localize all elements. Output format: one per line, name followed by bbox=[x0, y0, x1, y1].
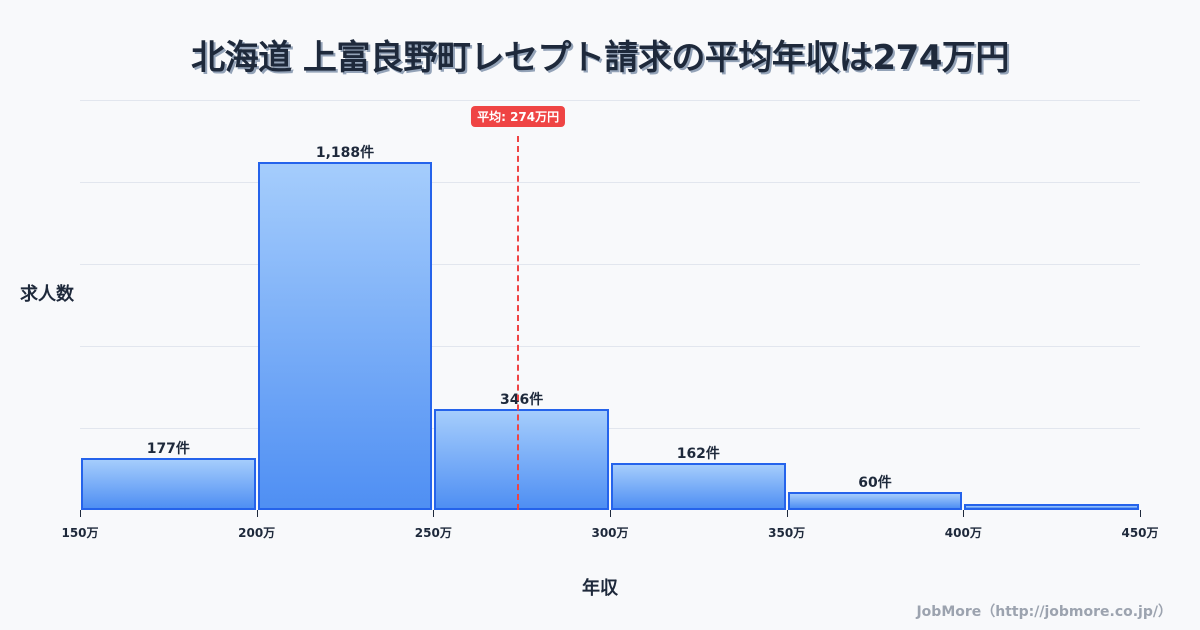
gridline bbox=[80, 428, 1140, 429]
x-tick-label: 300万 bbox=[591, 526, 629, 540]
x-tick bbox=[786, 510, 788, 517]
histogram-bar bbox=[964, 504, 1139, 510]
x-tick bbox=[1140, 510, 1141, 517]
x-tick bbox=[963, 510, 965, 517]
x-tick bbox=[80, 510, 81, 517]
x-tick-label: 400万 bbox=[944, 526, 982, 540]
x-tick bbox=[433, 510, 435, 517]
y-axis-label: 求人数 bbox=[20, 284, 74, 305]
gridline bbox=[80, 264, 1140, 265]
x-tick-label: 200万 bbox=[238, 526, 276, 540]
histogram-bar bbox=[81, 458, 256, 510]
x-tick-label: 450万 bbox=[1121, 526, 1159, 540]
gridline bbox=[80, 100, 1140, 101]
credit-text: JobMore（http://jobmore.co.jp/） bbox=[916, 604, 1172, 620]
plot-area: 177件 1,188件 346件 162件 60件 150万 200万 250万 300万 350… bbox=[61, 100, 1159, 540]
average-line bbox=[517, 136, 520, 510]
x-tick bbox=[610, 510, 611, 517]
chart-title: 北海道 上富良野町レセプト請求の平均年収は274万円 bbox=[191, 38, 1009, 78]
x-tick-label: 350万 bbox=[768, 526, 806, 540]
x-tick-label: 250万 bbox=[414, 526, 452, 540]
histogram-bar bbox=[434, 408, 609, 510]
x-tick bbox=[256, 510, 258, 517]
bar-value-label: 60件 bbox=[858, 475, 892, 492]
bar-value-label: 1,188件 bbox=[315, 145, 375, 162]
x-axis-label: 年収 bbox=[582, 578, 618, 599]
gridline bbox=[80, 182, 1140, 183]
histogram-bar bbox=[257, 162, 433, 510]
gridline bbox=[80, 346, 1140, 347]
histogram-bar bbox=[611, 462, 786, 510]
average-badge: 平均: 274万円 bbox=[471, 106, 566, 127]
bar-value-label: 162件 bbox=[676, 445, 720, 462]
x-tick-label: 150万 bbox=[61, 526, 99, 540]
bar-value-label: 346件 bbox=[500, 391, 544, 408]
bar-value-label: 177件 bbox=[146, 441, 190, 458]
histogram-bar bbox=[787, 492, 963, 510]
